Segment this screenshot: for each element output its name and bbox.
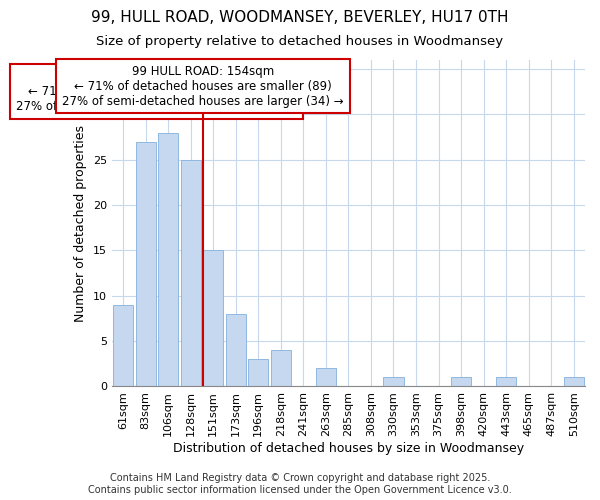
Bar <box>496 378 516 386</box>
Bar <box>271 350 291 387</box>
Bar <box>158 132 178 386</box>
Bar <box>203 250 223 386</box>
Bar <box>248 360 268 386</box>
Y-axis label: Number of detached properties: Number of detached properties <box>74 124 88 322</box>
Text: Contains HM Land Registry data © Crown copyright and database right 2025.
Contai: Contains HM Land Registry data © Crown c… <box>88 474 512 495</box>
Bar <box>181 160 201 386</box>
Bar <box>113 305 133 386</box>
Text: 99 HULL ROAD: 154sqm
← 71% of detached houses are smaller (89)
27% of semi-detac: 99 HULL ROAD: 154sqm ← 71% of detached h… <box>62 64 344 108</box>
Text: 99, HULL ROAD, WOODMANSEY, BEVERLEY, HU17 0TH: 99, HULL ROAD, WOODMANSEY, BEVERLEY, HU1… <box>91 10 509 25</box>
Bar <box>316 368 336 386</box>
Bar <box>136 142 156 386</box>
Bar <box>383 378 404 386</box>
Bar <box>226 314 246 386</box>
Bar <box>451 378 471 386</box>
Text: 99 HULL ROAD: 154sqm
← 71% of detached houses are smaller (89)
27% of semi-detac: 99 HULL ROAD: 154sqm ← 71% of detached h… <box>16 70 298 113</box>
Text: Size of property relative to detached houses in Woodmansey: Size of property relative to detached ho… <box>97 35 503 48</box>
X-axis label: Distribution of detached houses by size in Woodmansey: Distribution of detached houses by size … <box>173 442 524 455</box>
Bar <box>563 378 584 386</box>
